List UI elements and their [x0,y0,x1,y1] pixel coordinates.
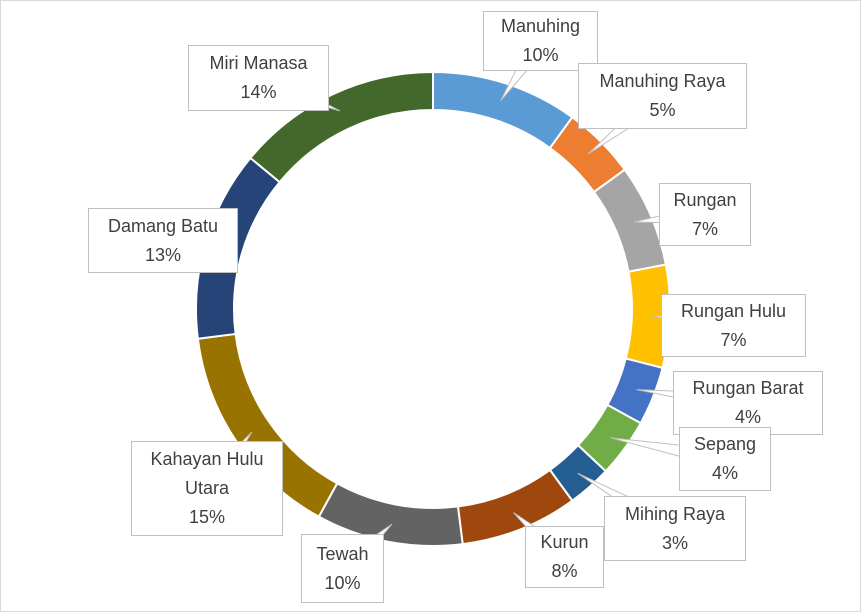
label-name: Manuhing Raya [599,71,726,91]
label-name: Kurun [540,532,589,552]
data-label: Miri Manasa 14% [188,45,329,111]
data-label: Mihing Raya 3% [604,496,746,561]
label-name: Rungan [673,189,737,210]
label-value: 7% [691,218,718,239]
data-label: Rungan Hulu 7% [661,294,806,357]
label-value: 8% [551,561,578,581]
label-value: 4% [734,407,761,427]
label-name: Miri Manasa [209,53,308,73]
label-value: 7% [720,329,747,350]
donut-segment [248,70,434,184]
data-label: Kahayan Hulu Utara 15% [131,441,283,536]
label-value: 4% [711,463,738,483]
data-label: Kurun 8% [525,526,604,588]
data-label: Rungan 7% [659,183,751,246]
label-name: Kahayan Hulu Utara [150,449,264,498]
data-label: Sepang 4% [679,427,771,491]
label-value: 10% [324,572,361,593]
label-name: Manuhing [500,16,581,36]
label-name: Damang Batu [107,215,219,236]
donut-segment [432,70,574,150]
label-value: 14% [240,82,277,102]
data-label: Damang Batu 13% [88,208,238,273]
label-name: Sepang [693,434,757,454]
label-value: 3% [661,532,688,553]
label-value: 15% [188,507,226,527]
label-name: Tewah [316,543,369,564]
label-name: Rungan Barat [692,378,804,398]
label-value: 5% [649,100,676,120]
data-label: Manuhing Raya 5% [578,63,747,129]
data-label: Manuhing 10% [483,11,598,71]
label-name: Rungan Hulu [680,300,787,321]
label-name: Mihing Raya [624,503,726,524]
label-value: 10% [522,45,559,65]
label-value: 13% [144,244,182,265]
data-label: Rungan Barat 4% [673,371,823,435]
data-label: Tewah 10% [301,534,384,603]
